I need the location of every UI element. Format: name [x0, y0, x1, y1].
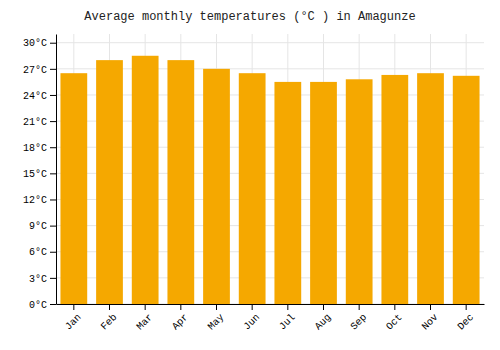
tick: 18°C [23, 143, 56, 154]
bar [310, 82, 337, 304]
bar [346, 79, 373, 304]
tick: 30°C [23, 38, 56, 49]
x-axis: Jan Feb Mar Apr May Jun Jul Aug Sep Oct Nov Dec [57, 304, 485, 332]
tick-mark [50, 199, 56, 200]
tick-mark [145, 304, 146, 310]
chart-title: Average monthly temperatures (°C ) in Am… [84, 10, 415, 24]
tick: Jun [242, 304, 263, 332]
bar [60, 73, 87, 304]
bar [417, 73, 444, 304]
tick-label: Feb [99, 312, 120, 333]
plot-area: 0°C 3°C 6°C 9°C 12°C 15°C 18°C 21°C 24°C 27°C 30°C… [23, 34, 485, 332]
tick-mark [50, 252, 56, 253]
tick-mark [50, 278, 56, 279]
tick: Jan [63, 304, 84, 332]
tick-label: May [206, 312, 227, 333]
tick: Feb [99, 304, 120, 332]
tick-mark [50, 226, 56, 227]
tick: 9°C [29, 221, 56, 232]
y-axis: 0°C 3°C 6°C 9°C 12°C 15°C 18°C 21°C 24°C 27°C 30°C [23, 35, 57, 311]
tick-label: Sep [349, 312, 370, 333]
tick-label: 3°C [29, 274, 47, 285]
tick-label: 30°C [23, 38, 47, 49]
tick-label: 27°C [23, 65, 47, 76]
tick: 21°C [23, 117, 56, 128]
tick-mark [50, 43, 56, 44]
bar [274, 82, 301, 304]
tick-mark [50, 95, 56, 96]
tick: Nov [420, 304, 441, 332]
tick-label: Aug [313, 312, 334, 333]
tick: Apr [170, 304, 191, 332]
tick: 3°C [29, 274, 56, 285]
tick: 12°C [23, 195, 56, 206]
tick: 24°C [23, 91, 56, 102]
tick-label: 18°C [23, 143, 47, 154]
tick-label: 9°C [29, 221, 47, 232]
tick: Sep [349, 304, 370, 332]
tick: Jul [277, 304, 298, 332]
axis-line [56, 35, 57, 305]
tick: 27°C [23, 65, 56, 76]
chart-svg: Average monthly temperatures (°C ) in Am… [0, 0, 500, 350]
tick-mark [50, 69, 56, 70]
tick-label: Jul [277, 312, 298, 333]
tick-mark [180, 304, 181, 310]
tick: Oct [384, 304, 405, 332]
bar [381, 75, 408, 304]
axis-line [57, 304, 485, 305]
tick-mark [50, 304, 56, 305]
tick-label: Dec [456, 312, 477, 333]
tick: 0°C [29, 300, 56, 311]
tick-mark [73, 304, 74, 310]
tick: May [206, 304, 227, 332]
tick-label: 0°C [29, 300, 47, 311]
tick-label: 15°C [23, 169, 47, 180]
tick-mark [430, 304, 431, 310]
tick-mark [50, 147, 56, 148]
bars [60, 56, 479, 304]
tick: 15°C [23, 169, 56, 180]
grid-line [56, 42, 484, 43]
tick-label: 6°C [29, 247, 47, 258]
tick-label: Jan [63, 312, 84, 333]
tick-label: Oct [384, 312, 405, 333]
tick-mark [50, 121, 56, 122]
tick-mark [287, 304, 288, 310]
tick-mark [394, 304, 395, 310]
tick-label: Mar [135, 312, 156, 333]
tick-mark [466, 304, 467, 310]
tick-label: Apr [170, 312, 191, 333]
tick-label: 12°C [23, 195, 47, 206]
tick: Mar [135, 304, 156, 332]
tick-mark [323, 304, 324, 310]
bar [167, 60, 194, 304]
tick-mark [252, 304, 253, 310]
tick-label: Nov [420, 312, 441, 333]
grid [56, 34, 484, 304]
tick: 6°C [29, 247, 56, 258]
bar [203, 69, 230, 304]
tick-label: Jun [242, 312, 263, 333]
tick: Aug [313, 304, 334, 332]
bar [96, 60, 123, 304]
tick: Dec [456, 304, 477, 332]
tick-label: 21°C [23, 117, 47, 128]
bar [132, 56, 159, 304]
bar [239, 73, 266, 304]
tick-label: 24°C [23, 91, 47, 102]
tick-mark [50, 173, 56, 174]
tick-mark [359, 304, 360, 310]
tick-mark [216, 304, 217, 310]
chart-container: Average monthly temperatures (°C ) in Am… [0, 0, 500, 350]
bar [453, 76, 480, 304]
tick-mark [109, 304, 110, 310]
